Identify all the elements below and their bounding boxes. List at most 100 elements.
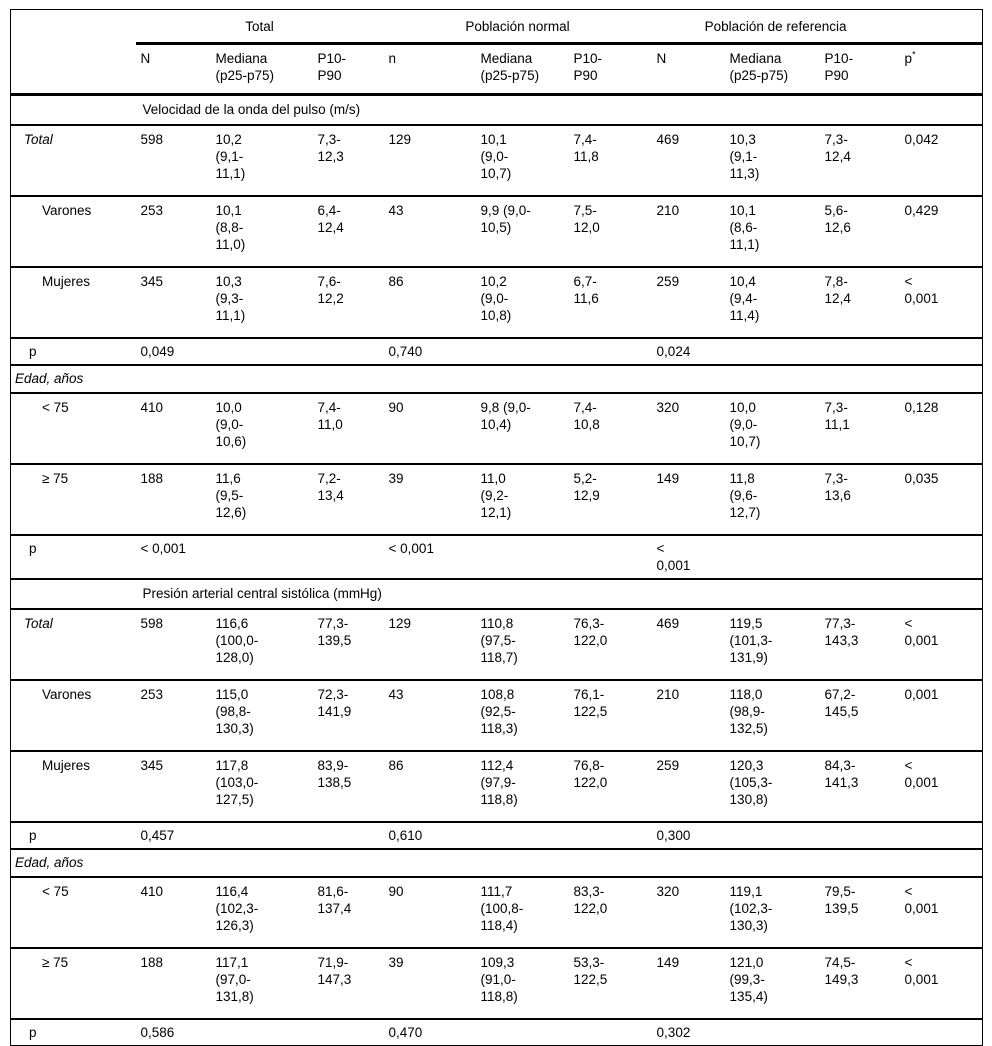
table-cell: 11,8 (9,6- 12,7) — [729, 471, 761, 520]
table-cell — [313, 338, 384, 365]
table-cell: 6,4- 12,4 — [317, 203, 344, 235]
table-row: Varones 253 115,0 (98,8- 130,3) 72,3- 141,9… — [10, 680, 983, 751]
table-cell: 83,9- 138,5 — [317, 758, 352, 790]
row-label: p — [29, 344, 37, 359]
table-cell: 10,2 (9,1- 11,1) — [215, 132, 246, 181]
subsection-label: Edad, años — [15, 855, 84, 870]
table-cell: 320 — [656, 884, 680, 899]
table-cell: 9,8 (9,0- 10,4) — [480, 400, 531, 432]
table-cell: 121,0 (99,3- 135,4) — [729, 955, 768, 1004]
table-cell: 10,0 (9,0- 10,6) — [215, 400, 247, 449]
table-cell: 11,6 (9,5- 12,6) — [215, 471, 247, 520]
row-label: ≥ 75 — [42, 955, 69, 970]
table-cell: 71,9- 147,3 — [317, 955, 352, 987]
table-cell: < 0,001 — [904, 616, 939, 648]
table-cell: 129 — [388, 616, 412, 631]
section-label: Velocidad de la onda del pulso (m/s) — [142, 102, 361, 117]
table-cell — [476, 338, 569, 365]
p-value-cell: < 0,001 — [140, 541, 186, 556]
table-row: Edad, años — [10, 849, 983, 877]
table-cell: 90 — [388, 884, 404, 899]
table-cell: 7,3- 11,1 — [824, 400, 850, 432]
table-cell: 74,5- 149,3 — [824, 955, 859, 987]
table-row: Total 598 10,2 (9,1- 11,1) 7,3- 12,3 129 10,1… — [10, 125, 983, 196]
row-label: Mujeres — [42, 274, 91, 289]
table-cell — [211, 822, 313, 849]
table-cell: 7,3- 12,4 — [824, 132, 851, 164]
table-cell: 79,5- 139,5 — [824, 884, 859, 916]
row-label — [11, 579, 136, 609]
table-cell: 10,4 (9,4- 11,4) — [729, 274, 760, 323]
table-row: Edad, años — [10, 365, 983, 393]
column-header: P10- P90 — [317, 51, 347, 83]
row-label: Mujeres — [42, 758, 91, 773]
table-cell: 86 — [388, 758, 404, 773]
table-cell: 210 — [656, 203, 680, 218]
table-cell: 117,1 (97,0- 131,8) — [215, 955, 254, 1004]
table-cell: 345 — [140, 758, 164, 773]
table-cell: 39 — [388, 471, 404, 486]
table-cell: 598 — [140, 132, 164, 147]
p-value-cell: 0,024 — [656, 344, 691, 359]
table-cell: 119,1 (102,3- 130,3) — [729, 884, 773, 933]
stats-table: Total Población normal Población de refere… — [10, 9, 984, 1046]
table-row: Mujeres 345 117,8 (103,0- 127,5) 83,9- 138,… — [10, 751, 983, 822]
table-cell: 188 — [140, 471, 164, 486]
section-label: Presión arterial central sistólica (mmHg… — [142, 586, 382, 601]
table-row: Total 598 116,6 (100,0- 128,0) 77,3- 139,5 1… — [10, 609, 983, 680]
row-label: Total — [24, 132, 53, 147]
column-header: N — [656, 51, 667, 66]
table-cell — [820, 1019, 900, 1046]
table-cell: 11,0 (9,2- 12,1) — [480, 471, 512, 520]
p-asterisk: * — [912, 49, 916, 60]
column-header — [11, 44, 136, 95]
table-cell: 345 — [140, 274, 164, 289]
table-cell — [820, 338, 900, 365]
table-cell — [725, 822, 820, 849]
table-cell — [313, 535, 384, 579]
p-value-cell: 0,457 — [140, 828, 175, 843]
table-cell — [900, 822, 983, 849]
table-row: p 0,049 0,740 0,024 — [10, 338, 983, 365]
table-cell: < 0,001 — [904, 274, 939, 306]
table-cell: 110,8 (97,5- 118,7) — [480, 616, 518, 665]
p-label: p — [904, 51, 913, 66]
table-cell — [476, 535, 569, 579]
table-header: Total Población normal Población de refere… — [10, 9, 983, 95]
page: Total Población normal Población de refere… — [10, 9, 984, 1046]
table-cell: 86 — [388, 274, 404, 289]
table-cell: 253 — [140, 687, 164, 702]
column-header-p: p* — [900, 44, 983, 95]
p-value-cell: 0,302 — [656, 1025, 691, 1040]
column-header: P10- P90 — [573, 51, 603, 83]
table-cell: 259 — [656, 274, 680, 289]
table-cell: 67,2- 145,5 — [824, 687, 859, 719]
table-cell: 53,3- 122,5 — [573, 955, 608, 987]
p-value-cell: 0,300 — [656, 828, 691, 843]
p-value-cell: 0,740 — [388, 344, 423, 359]
table-row: p 0,457 0,610 0,300 — [10, 822, 983, 849]
row-label: Varones — [42, 687, 92, 702]
table-row: Presión arterial central sistólica (mmHg… — [10, 579, 983, 609]
table-cell: 112,4 (97,9- 118,8) — [480, 758, 518, 807]
table-cell: 7,2- 13,4 — [317, 471, 344, 503]
table-cell: 0,035 — [904, 471, 939, 486]
table-cell: 111,7 (100,8- 118,4) — [480, 884, 524, 933]
table-cell: 109,3 (91,0- 118,8) — [480, 955, 518, 1004]
table-cell — [725, 535, 820, 579]
table-row: Velocidad de la onda del pulso (m/s) — [10, 95, 983, 126]
subsection-label: Edad, años — [15, 371, 84, 386]
row-label: p — [29, 541, 37, 556]
table-cell — [476, 822, 569, 849]
table-row: ≥ 75 188 11,6 (9,5- 12,6) 7,2- 13,4 39 11,0 (… — [10, 464, 983, 535]
table-cell: 129 — [388, 132, 412, 147]
table-cell: 5,6- 12,6 — [824, 203, 851, 235]
group-header: Población de referencia — [651, 9, 900, 45]
group-header-row: Total Población normal Población de refere… — [11, 9, 983, 45]
table-cell: 0,042 — [904, 132, 939, 147]
table-row: < 75 410 10,0 (9,0- 10,6) 7,4- 11,0 90 9,8 (9… — [10, 393, 983, 464]
table-cell — [211, 338, 313, 365]
row-label — [11, 95, 136, 126]
row-label: Varones — [42, 203, 92, 218]
row-label: < 75 — [42, 400, 69, 415]
